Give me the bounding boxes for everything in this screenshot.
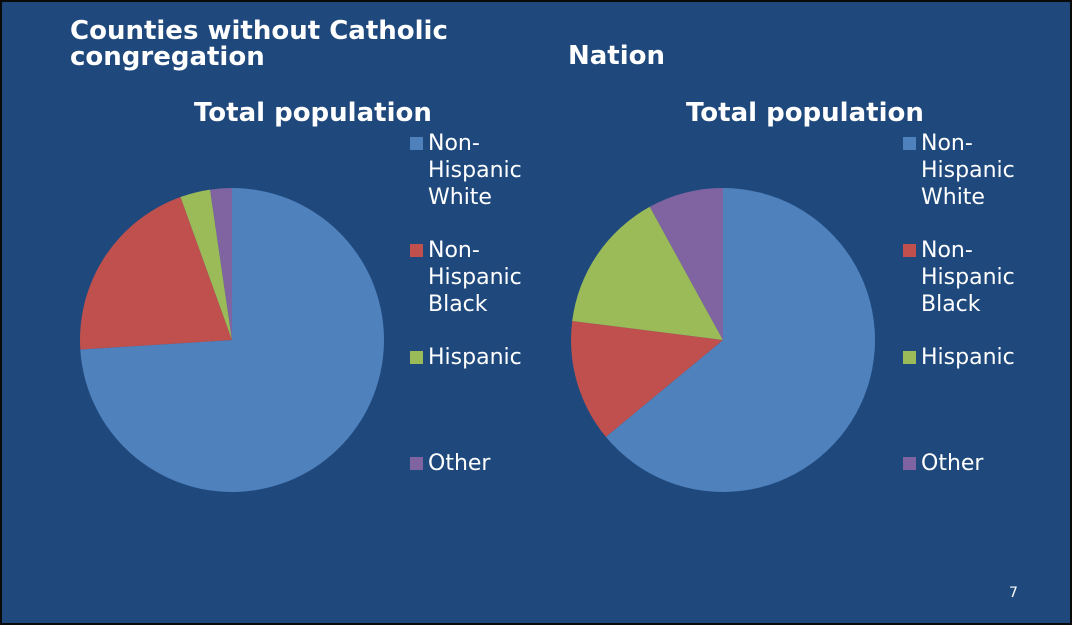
legend-item: Non-Hispanic Black bbox=[903, 237, 1021, 318]
legend-item: Non-Hispanic White bbox=[903, 130, 1021, 211]
pie-slice-hispanic bbox=[180, 189, 232, 340]
legend-swatch bbox=[410, 457, 423, 470]
legend-swatch bbox=[410, 244, 423, 257]
pie-slice-non-hispanic-white bbox=[80, 188, 385, 493]
legend-swatch bbox=[410, 351, 423, 364]
chart-title-left: Total population bbox=[194, 98, 432, 128]
pie-slice-other bbox=[649, 188, 723, 340]
legend-swatch bbox=[903, 137, 916, 150]
pie-slice-other bbox=[210, 188, 232, 340]
pie-slice-non-hispanic-black bbox=[80, 196, 232, 350]
legend-swatch bbox=[903, 457, 916, 470]
legend-item: Hispanic bbox=[410, 344, 528, 371]
legend-swatch bbox=[903, 351, 916, 364]
legend-label: Other bbox=[428, 451, 491, 476]
legend-item: Hispanic bbox=[903, 344, 1021, 371]
legend-swatch bbox=[410, 137, 423, 150]
pie-chart-left bbox=[80, 188, 385, 493]
chart-title-right: Total population bbox=[686, 98, 924, 128]
legend-label: Hispanic bbox=[428, 345, 522, 370]
legend-label: Non-Hispanic White bbox=[428, 131, 522, 210]
legend-item: Non-Hispanic Black bbox=[410, 237, 528, 318]
legend-label: Non-Hispanic Black bbox=[428, 238, 522, 317]
legend-label: Non-Hispanic Black bbox=[921, 238, 1015, 317]
legend-item: Non-Hispanic White bbox=[410, 130, 528, 211]
pie-chart-right bbox=[571, 188, 875, 493]
legend-label: Hispanic bbox=[921, 345, 1015, 370]
legend-swatch bbox=[903, 244, 916, 257]
legend-label: Other bbox=[921, 451, 984, 476]
pie-slice-non-hispanic-white bbox=[605, 188, 875, 493]
right-heading: Nation bbox=[568, 41, 666, 71]
pie-slice-hispanic bbox=[572, 206, 723, 340]
page-number: 7 bbox=[1009, 585, 1018, 601]
legend-item: Other bbox=[410, 450, 528, 477]
left-heading: Counties without Catholic congregation bbox=[70, 16, 448, 72]
legend-item: Other bbox=[903, 450, 1021, 477]
legend-label: Non-Hispanic White bbox=[921, 131, 1015, 210]
pie-slice-non-hispanic-black bbox=[571, 320, 723, 437]
